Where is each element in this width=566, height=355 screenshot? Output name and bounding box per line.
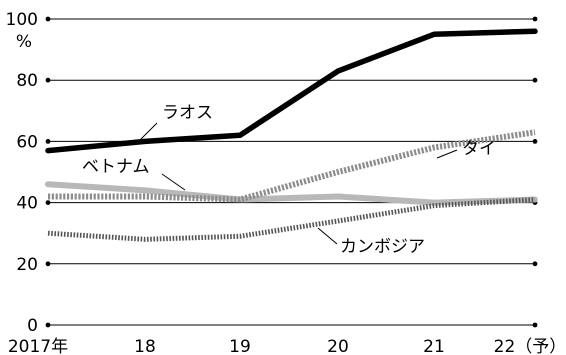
x-tick-labels: 2017年 18 19 20 21 22（予）: [8, 337, 566, 355]
label-leader-0: [136, 122, 158, 144]
series-label-0: ラオス: [162, 103, 213, 123]
gridline-dot-right-60: [532, 139, 538, 144]
y-tick-labels: 0 20 40 60 80 100: [6, 10, 38, 336]
gridline-dot-left-20: [45, 261, 51, 267]
label-leader-1: [436, 149, 458, 159]
y-tick-label-20: 20: [16, 255, 38, 275]
gridline-dot-left-80: [45, 77, 51, 83]
gridline-dot-right-0: [532, 322, 538, 328]
y-tick-label-60: 60: [16, 132, 38, 152]
x-tick-label-0: 2017年: [8, 337, 68, 355]
gridline-dot-left-60: [45, 139, 51, 144]
y-tick-label-80: 80: [16, 71, 38, 91]
x-tick-label-4: 21: [423, 337, 445, 355]
series-line-0: [45, 28, 538, 154]
x-tick-label-5: 22（予）: [494, 337, 566, 355]
gridline-dot-right-20: [532, 261, 538, 267]
series-line-3: [47, 197, 536, 242]
gridline-dot-left-0: [45, 322, 51, 328]
series-line-2: [45, 181, 538, 206]
gridline-dot-right-80: [532, 77, 538, 83]
grid-layer: [45, 16, 538, 328]
x-tick-label-2: 19: [229, 337, 251, 355]
series-label-1: タイ: [462, 139, 496, 159]
x-tick-label-1: 18: [134, 337, 156, 355]
y-axis-unit-label: %: [16, 32, 32, 52]
series-line-1: [48, 129, 536, 203]
series-label-3: カンボジア: [340, 237, 425, 257]
gridline-dot-left-100: [45, 16, 51, 22]
y-tick-label-100: 100: [6, 10, 38, 30]
gridline-dot-left-40: [45, 200, 51, 206]
label-leaders: [136, 122, 458, 245]
y-tick-label-0: 0: [27, 316, 38, 336]
x-tick-label-3: 20: [327, 337, 349, 355]
label-leader-3: [317, 227, 338, 245]
y-tick-label-40: 40: [16, 194, 38, 214]
gridline-dot-right-100: [532, 16, 538, 22]
series-lines: [45, 28, 538, 242]
series-label-2: ベトナム: [82, 157, 150, 177]
label-leader-2: [161, 173, 186, 191]
